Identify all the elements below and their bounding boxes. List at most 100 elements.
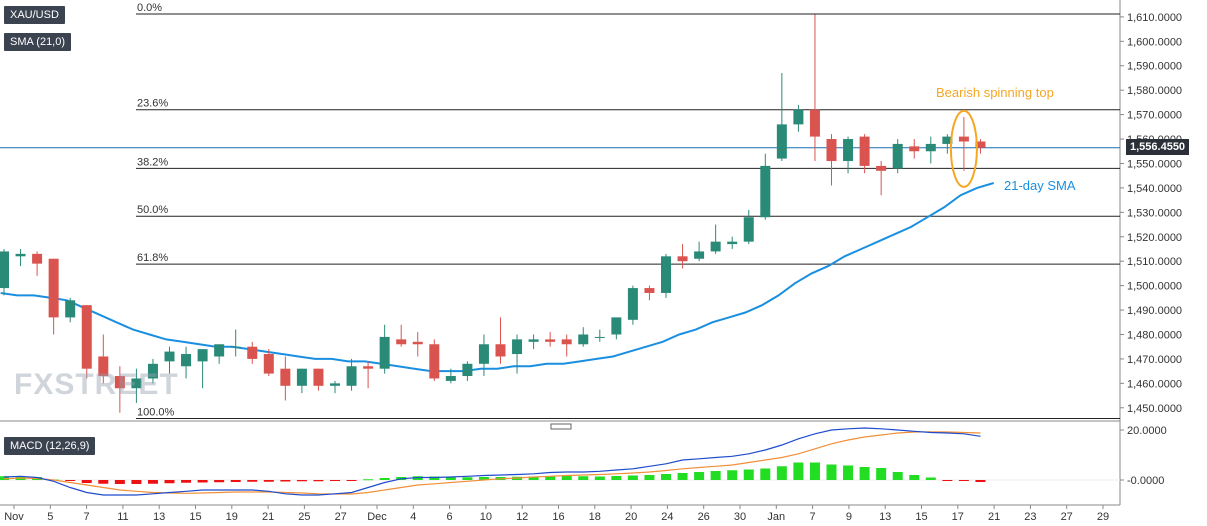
fib-level-label: 38.2% <box>137 156 168 168</box>
macd-histogram-bar <box>0 476 9 480</box>
macd-histogram-bar <box>478 477 489 480</box>
macd-histogram-bar <box>843 465 854 480</box>
fib-level-label: 61.8% <box>137 252 168 264</box>
macd-histogram-bar <box>545 476 556 480</box>
date-tick-label: Jan <box>767 511 785 523</box>
candle-body <box>412 341 423 345</box>
date-tick-label: 16 <box>552 511 564 523</box>
macd-histogram-bar <box>694 472 705 480</box>
macd-indicator-label[interactable]: MACD (12,26,9) <box>4 437 96 455</box>
panel-resize-handle <box>550 423 572 430</box>
macd-histogram-bar <box>280 480 291 482</box>
macd-histogram-bar <box>214 480 225 483</box>
candle-body <box>512 339 523 355</box>
candle-body <box>958 136 969 142</box>
macd-line <box>3 427 981 496</box>
candle-body <box>32 253 43 264</box>
macd-histogram-bar <box>65 480 76 481</box>
date-tick-label: 24 <box>661 511 673 523</box>
candle-body <box>545 339 556 342</box>
sma-indicator-label[interactable]: SMA (21,0) <box>4 33 72 51</box>
price-tick-label: 1,470.0000 <box>1127 354 1182 366</box>
candle-body <box>611 317 622 335</box>
date-tick-label: 21 <box>988 511 1000 523</box>
symbol-label[interactable]: XAU/USD <box>4 6 65 24</box>
date-tick-label: 4 <box>410 511 416 523</box>
macd-histogram-bar <box>925 477 936 480</box>
macd-histogram-bar <box>826 464 837 480</box>
candle-body <box>313 368 324 386</box>
macd-histogram-bar <box>330 480 340 481</box>
candle-body <box>230 346 241 348</box>
date-tick-label: 23 <box>1024 511 1036 523</box>
candle-body <box>727 241 738 245</box>
macd-histogram-bar <box>661 474 671 480</box>
price-tick-label: 1,540.0000 <box>1127 183 1182 195</box>
date-tick-label: 25 <box>298 511 310 523</box>
candle-body <box>164 351 175 362</box>
price-tick-label: 1,450.0000 <box>1127 403 1182 415</box>
candle-body <box>942 136 953 144</box>
macd-histogram-bar <box>876 468 887 480</box>
candle-body <box>396 339 407 345</box>
macd-histogram-bar <box>197 480 208 483</box>
date-tick-label: 26 <box>698 511 710 523</box>
candle-body <box>528 339 539 342</box>
candle-body <box>710 241 721 252</box>
price-tick-label: 1,610.0000 <box>1127 12 1182 24</box>
date-tick-label: 7 <box>810 511 816 523</box>
date-tick-label: 13 <box>153 511 165 523</box>
candle-body <box>48 258 59 318</box>
candle-body <box>263 354 274 374</box>
macd-histogram-bar <box>809 462 820 480</box>
date-tick-label: 13 <box>879 511 891 523</box>
date-tick-label: 6 <box>447 511 453 523</box>
date-tick-label: 19 <box>226 511 238 523</box>
date-tick-label: 27 <box>1061 511 1073 523</box>
date-tick-label: 11 <box>117 511 128 523</box>
candle-body <box>826 139 837 162</box>
candle-body <box>81 305 92 369</box>
macd-histogram-bar <box>975 480 986 482</box>
date-tick-label: 29 <box>1097 511 1109 523</box>
candle-body <box>478 344 489 364</box>
macd-histogram-bar <box>793 462 804 480</box>
macd-histogram-bar <box>727 470 738 480</box>
date-tick-label: 21 <box>262 511 274 523</box>
date-tick-label: 5 <box>47 511 53 523</box>
candle-body <box>15 253 26 257</box>
price-tick-label: 1,550.0000 <box>1127 158 1182 170</box>
price-tick-label: 1,580.0000 <box>1127 85 1182 97</box>
fib-level-label: 23.6% <box>137 98 168 110</box>
fxstreet-watermark: FXSTREET <box>14 368 179 401</box>
candle-body <box>578 334 589 345</box>
macd-histogram-bar <box>346 480 357 481</box>
macd-histogram-bar <box>710 471 721 480</box>
price-tick-label: 1,570.0000 <box>1127 110 1182 122</box>
candle-body <box>98 356 109 377</box>
candle-body <box>247 346 258 359</box>
macd-histogram-bar <box>892 472 903 480</box>
macd-tick-label: 20.0000 <box>1127 425 1167 437</box>
candle-body <box>975 141 986 148</box>
macd-histogram-bar <box>98 480 109 484</box>
date-tick-label: 7 <box>84 511 90 523</box>
date-tick-label: 17 <box>952 511 964 523</box>
candle-body <box>776 124 787 159</box>
candle-body <box>677 256 688 262</box>
macd-histogram-bar <box>296 480 307 482</box>
price-tick-label: 1,600.0000 <box>1127 36 1182 48</box>
date-tick-label: 15 <box>189 511 201 523</box>
macd-histogram-bar <box>445 477 456 480</box>
candle-body <box>661 256 671 293</box>
date-tick-label: 18 <box>589 511 601 523</box>
candle-body <box>760 165 771 218</box>
price-tick-label: 1,500.0000 <box>1127 281 1182 293</box>
macd-histogram-bar <box>131 480 142 484</box>
candle-body <box>429 344 440 379</box>
price-tick-label: 1,530.0000 <box>1127 207 1182 219</box>
macd-histogram-bar <box>412 476 423 480</box>
fib-level-label: 0.0% <box>137 2 162 14</box>
